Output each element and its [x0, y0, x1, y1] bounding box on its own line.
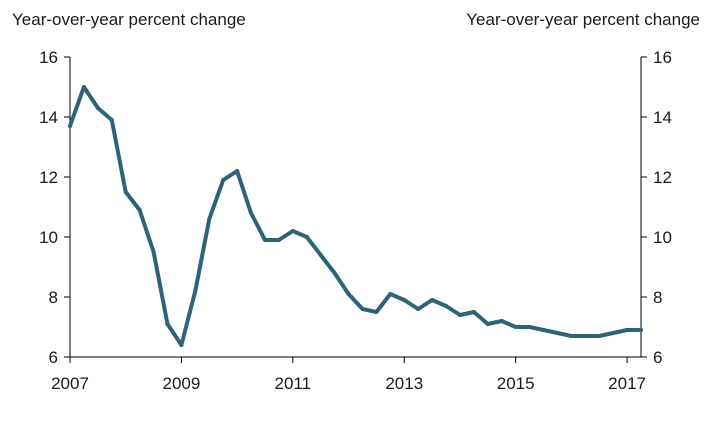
data-point: [471, 310, 476, 314]
data-point: [68, 124, 72, 128]
left-y-tick-label: 12: [39, 168, 58, 187]
data-point: [193, 289, 198, 293]
data-point: [332, 271, 337, 275]
data-point: [444, 304, 449, 308]
right-y-tick-label: 12: [653, 168, 672, 187]
data-point: [416, 307, 421, 311]
x-tick-label: 2007: [51, 374, 89, 393]
x-tick-label: 2009: [163, 374, 201, 393]
left-y-tick-label: 10: [39, 228, 58, 247]
data-point: [541, 328, 546, 332]
data-point: [611, 331, 616, 335]
data-point: [123, 190, 128, 194]
left-axis-title: Year-over-year percent change: [12, 10, 246, 29]
data-point: [555, 331, 560, 335]
data-point: [221, 178, 226, 182]
data-point: [318, 253, 323, 257]
data-point: [527, 325, 532, 329]
right-y-tick-label: 14: [653, 108, 672, 127]
right-y-tick-label: 16: [653, 48, 672, 67]
x-ticks: 2007 2009 2011 2013 2015 2017: [51, 357, 646, 393]
right-axis-title: Year-over-year percent change: [466, 10, 700, 29]
left-y-tick-label: 14: [39, 108, 58, 127]
left-y-tick-label: 6: [49, 348, 58, 367]
x-tick-label: 2013: [385, 374, 423, 393]
series-group: [68, 85, 643, 347]
data-point: [583, 334, 588, 338]
data-point: [499, 319, 504, 323]
data-point: [569, 334, 574, 338]
data-point: [290, 229, 295, 233]
data-point: [109, 118, 114, 122]
data-point: [165, 322, 170, 326]
x-tick-label: 2017: [608, 374, 646, 393]
data-point: [81, 85, 86, 89]
data-point: [360, 307, 365, 311]
data-point: [346, 292, 351, 296]
x-tick-label: 2011: [275, 374, 312, 393]
data-point: [262, 238, 267, 242]
data-point: [304, 235, 309, 239]
data-point: [513, 325, 518, 329]
x-tick-label: 2015: [497, 374, 535, 393]
data-point: [276, 238, 281, 242]
left-y-ticks: 6 8 10 12 14 16: [39, 48, 70, 367]
data-point: [179, 343, 184, 347]
data-point: [235, 169, 240, 173]
data-point: [625, 328, 630, 332]
data-point: [151, 250, 156, 254]
data-point: [207, 217, 212, 221]
data-point: [249, 211, 254, 215]
data-point: [485, 322, 490, 326]
data-point: [374, 310, 379, 314]
data-point: [430, 298, 435, 302]
series-line: [68, 85, 643, 347]
data-point: [457, 313, 462, 317]
right-y-tick-label: 10: [653, 228, 672, 247]
right-y-tick-label: 6: [653, 348, 662, 367]
data-point: [402, 298, 407, 302]
data-point: [388, 292, 393, 296]
data-point: [639, 328, 643, 332]
data-point: [597, 334, 602, 338]
right-y-ticks: 6 8 10 12 14 16: [641, 48, 672, 367]
data-point: [137, 208, 142, 212]
data-point: [95, 106, 100, 110]
left-y-tick-label: 8: [49, 288, 58, 307]
left-y-tick-label: 16: [39, 48, 58, 67]
right-y-tick-label: 8: [653, 288, 662, 307]
